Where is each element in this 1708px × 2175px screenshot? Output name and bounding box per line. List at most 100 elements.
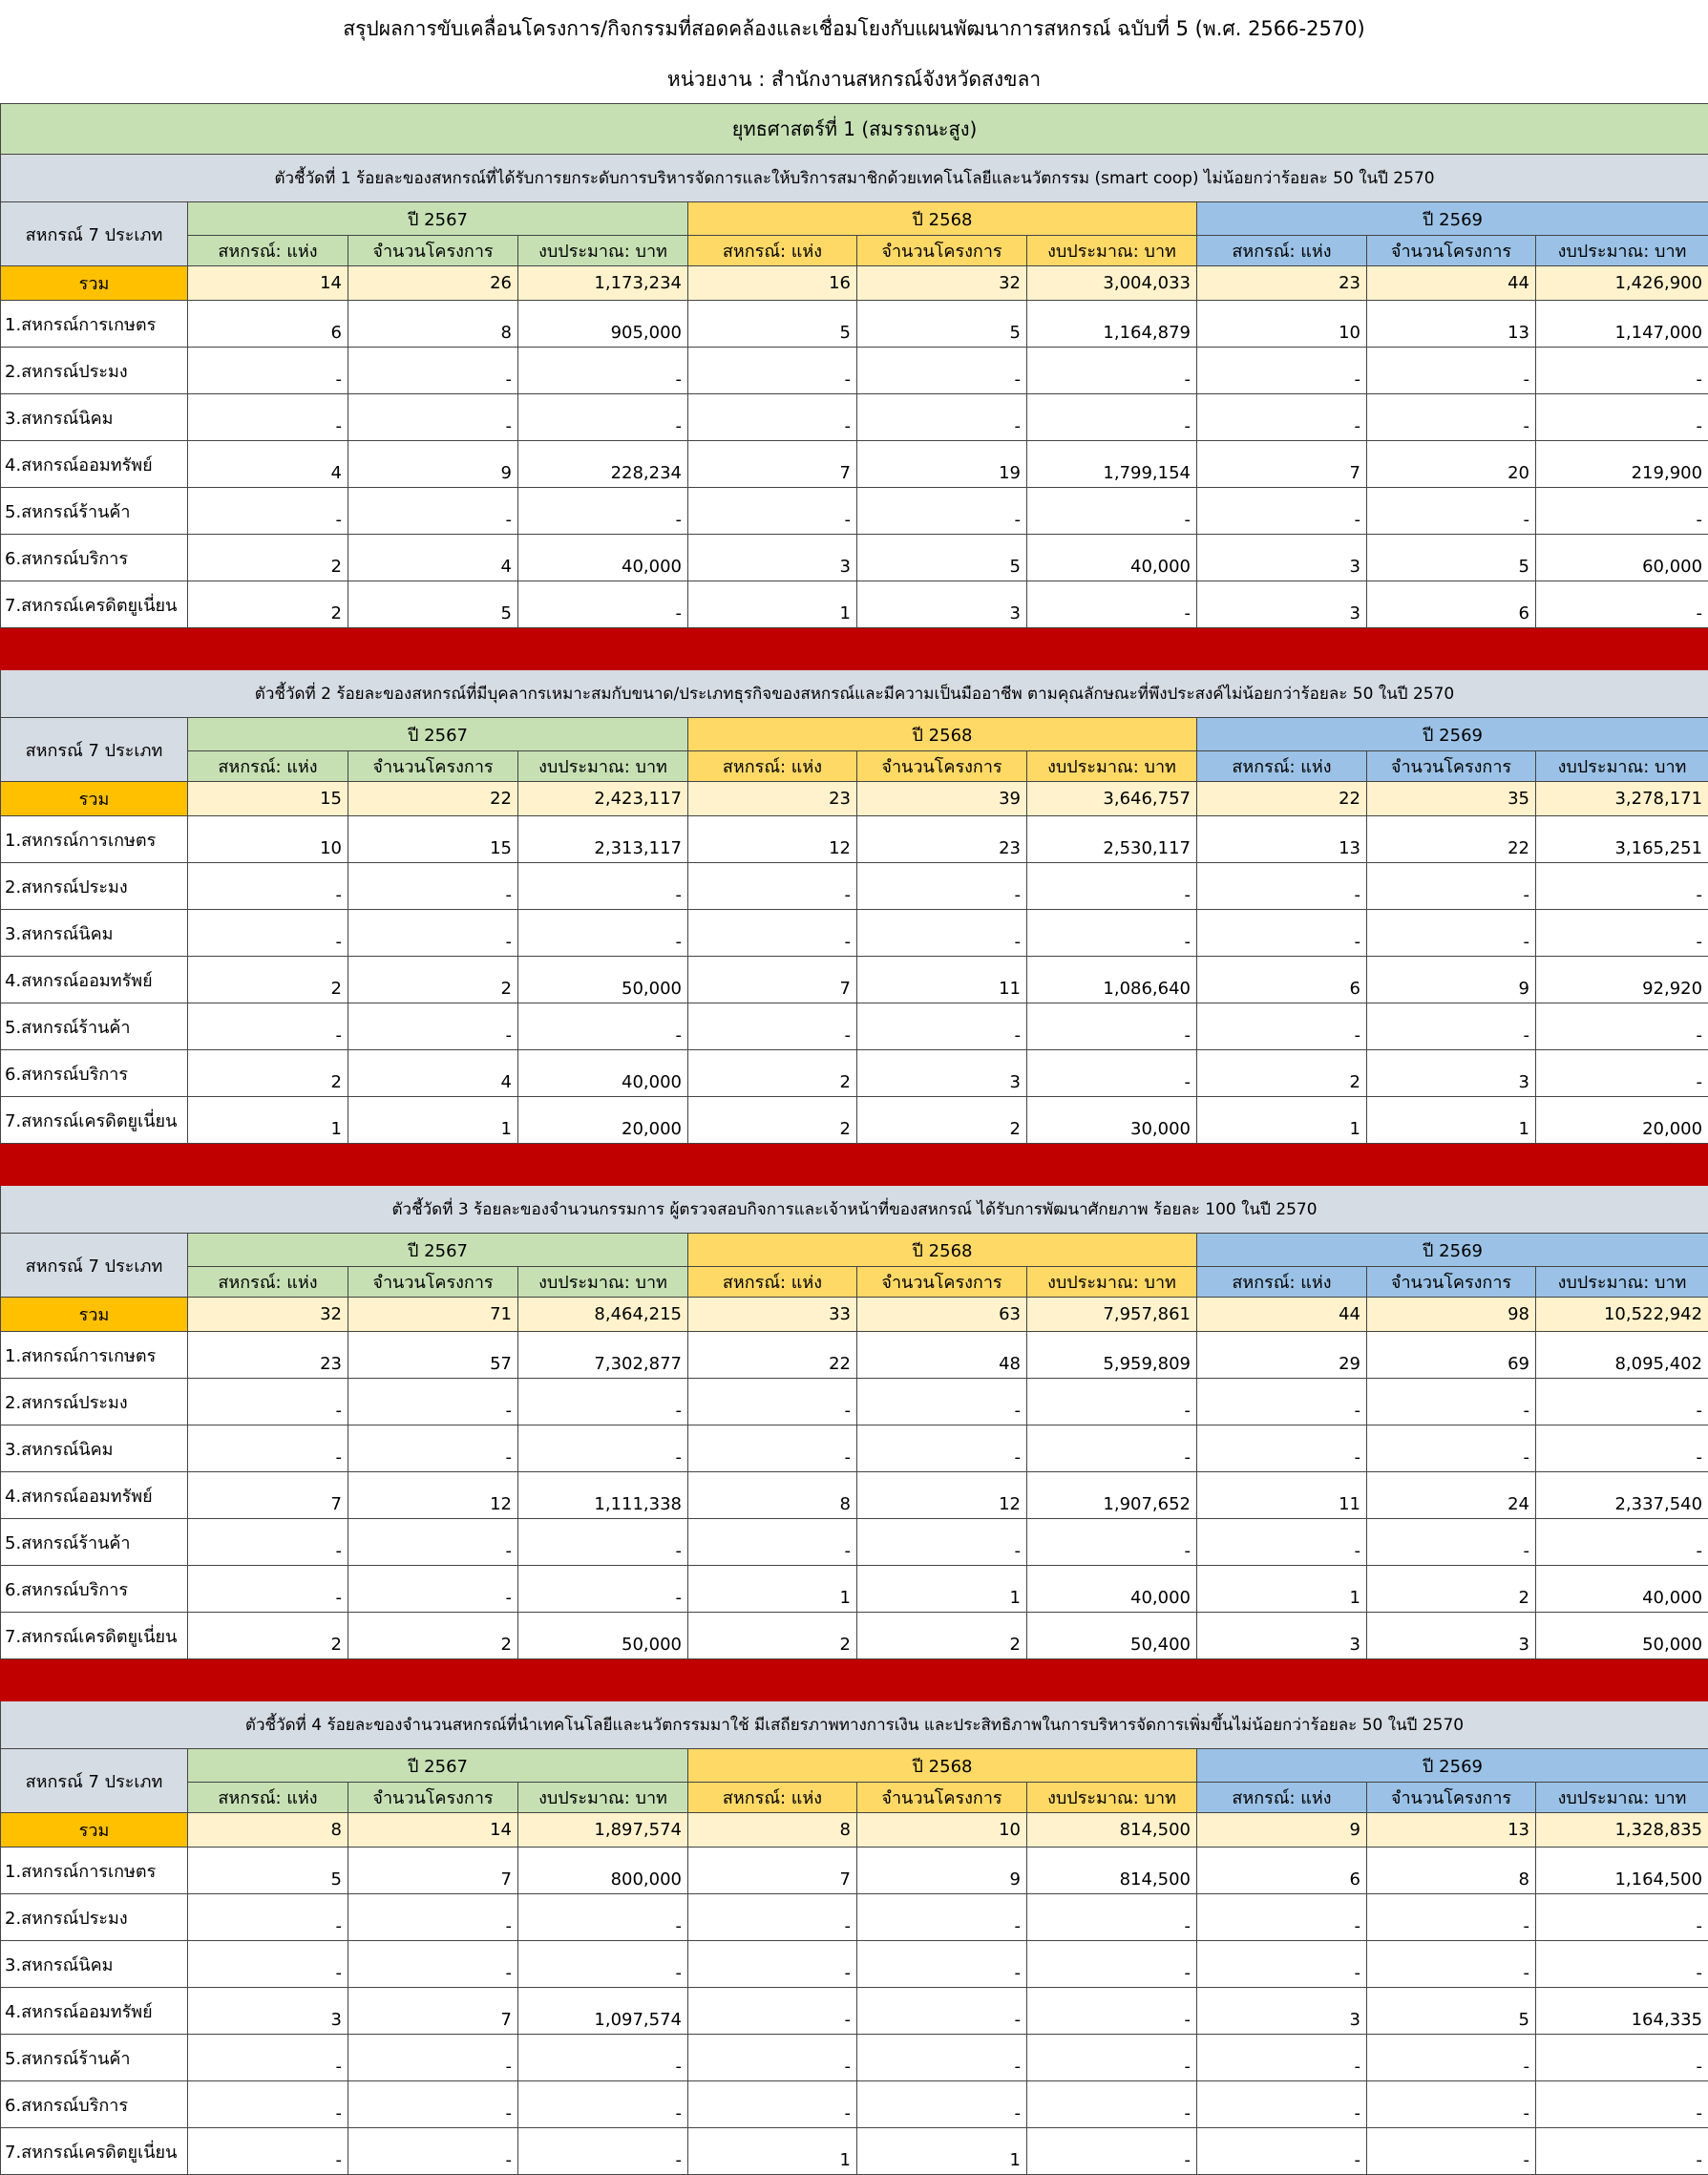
separator-band — [1, 1659, 1708, 1701]
cell: 15 — [188, 782, 348, 816]
cell: - — [688, 348, 857, 394]
cell: - — [518, 863, 688, 910]
cell: 5 — [857, 535, 1027, 581]
cell: - — [688, 910, 857, 957]
cell: - — [348, 1941, 518, 1988]
cell: - — [188, 348, 348, 394]
cell: 29 — [1197, 1332, 1367, 1379]
cell: - — [188, 2128, 348, 2175]
cell: - — [688, 1519, 857, 1566]
cell: 22 — [348, 782, 518, 816]
cell: 1,147,000 — [1536, 301, 1708, 348]
cell: 2 — [188, 1050, 348, 1097]
row-label: 1.สหกรณ์การเกษตร — [1, 1332, 188, 1379]
cell: 63 — [857, 1298, 1027, 1332]
cell: 814,500 — [1027, 1848, 1197, 1894]
column-header: จำนวนโครงการ — [348, 751, 518, 782]
cell: - — [1536, 1941, 1708, 1988]
report-table: ยุทธศาสตร์ที่ 1 (สมรรถนะสูง)ตัวชี้วัดที่… — [0, 103, 1708, 2175]
cell: - — [1367, 1379, 1536, 1425]
cell: 2 — [188, 1613, 348, 1659]
column-header: สหกรณ์: แห่ง — [688, 751, 857, 782]
row-label: 3.สหกรณ์นิคม — [1, 910, 188, 957]
cell: 13 — [1197, 816, 1367, 863]
cell: - — [188, 1894, 348, 1941]
cell: 24 — [1367, 1472, 1536, 1519]
cell: 8 — [1367, 1848, 1536, 1894]
cell: 20,000 — [518, 1097, 688, 1144]
cell: - — [1197, 2081, 1367, 2128]
cell: - — [1536, 910, 1708, 957]
header: สรุปผลการขับเคลื่อนโครงการ/กิจกรรมที่สอด… — [0, 0, 1708, 103]
column-header: จำนวนโครงการ — [857, 1267, 1027, 1298]
cell: 10 — [1197, 301, 1367, 348]
column-header-row: สหกรณ์: แห่งจำนวนโครงการงบประมาณ: บาทสหก… — [1, 236, 1708, 266]
cell: - — [688, 1894, 857, 1941]
year-header: ปี 2569 — [1197, 718, 1708, 751]
cell: - — [1536, 1519, 1708, 1566]
cell: 69 — [1367, 1332, 1536, 1379]
cell: - — [348, 910, 518, 957]
cell: - — [348, 1894, 518, 1941]
cell: - — [1027, 910, 1197, 957]
cell: - — [688, 1379, 857, 1425]
cell: 5 — [1367, 535, 1536, 581]
separator — [1, 1144, 1708, 1186]
cell: 2 — [348, 1613, 518, 1659]
cell: 40,000 — [518, 535, 688, 581]
row-label: 1.สหกรณ์การเกษตร — [1, 301, 188, 348]
cell: - — [1197, 863, 1367, 910]
row-label: รวม — [1, 1813, 188, 1848]
cell: 44 — [1197, 1298, 1367, 1332]
cell: - — [518, 1566, 688, 1613]
cell: - — [688, 1941, 857, 1988]
cell: 1 — [1367, 1097, 1536, 1144]
cell: - — [518, 1894, 688, 1941]
cell: 1 — [348, 1097, 518, 1144]
cell: 2,313,117 — [518, 816, 688, 863]
cell: 20,000 — [1536, 1097, 1708, 1144]
cell: 3,278,171 — [1536, 782, 1708, 816]
cell: - — [518, 1425, 688, 1472]
cell: - — [1027, 348, 1197, 394]
cell: - — [1197, 1894, 1367, 1941]
row-label: 4.สหกรณ์ออมทรัพย์ — [1, 1472, 188, 1519]
cell: - — [1197, 1425, 1367, 1472]
cell: 40,000 — [1027, 1566, 1197, 1613]
row-label: 4.สหกรณ์ออมทรัพย์ — [1, 1988, 188, 2035]
cell: - — [188, 2081, 348, 2128]
cell: - — [518, 910, 688, 957]
cell: 7,302,877 — [518, 1332, 688, 1379]
cell: 1 — [1197, 1566, 1367, 1613]
cell: 905,000 — [518, 301, 688, 348]
row-label: 4.สหกรณ์ออมทรัพย์ — [1, 441, 188, 488]
column-header-row: สหกรณ์: แห่งจำนวนโครงการงบประมาณ: บาทสหก… — [1, 1783, 1708, 1813]
cell: 8,095,402 — [1536, 1332, 1708, 1379]
cell: 2 — [188, 535, 348, 581]
cell: - — [688, 1425, 857, 1472]
row-label: รวม — [1, 266, 188, 301]
year-header: ปี 2569 — [1197, 1749, 1708, 1783]
row-label: 7.สหกรณ์เครดิตยูเนี่ยน — [1, 581, 188, 628]
cell: 2,423,117 — [518, 782, 688, 816]
cell: 3 — [857, 1050, 1027, 1097]
column-header: สหกรณ์: แห่ง — [688, 1783, 857, 1813]
cell: 3 — [1197, 1613, 1367, 1659]
cell: 26 — [348, 266, 518, 301]
cell: 1,097,574 — [518, 1988, 688, 2035]
cell: 23 — [1197, 266, 1367, 301]
cell: - — [348, 348, 518, 394]
cell: - — [857, 863, 1027, 910]
cell: 219,900 — [1536, 441, 1708, 488]
cell: 1 — [688, 581, 857, 628]
column-header: งบประมาณ: บาท — [1536, 1783, 1708, 1813]
data-row: 3.สหกรณ์นิคม--------- — [1, 1941, 1708, 1988]
separator — [1, 628, 1708, 670]
data-row: 5.สหกรณ์ร้านค้า--------- — [1, 2035, 1708, 2081]
column-header: สหกรณ์: แห่ง — [1197, 1783, 1367, 1813]
cell: - — [188, 1003, 348, 1050]
